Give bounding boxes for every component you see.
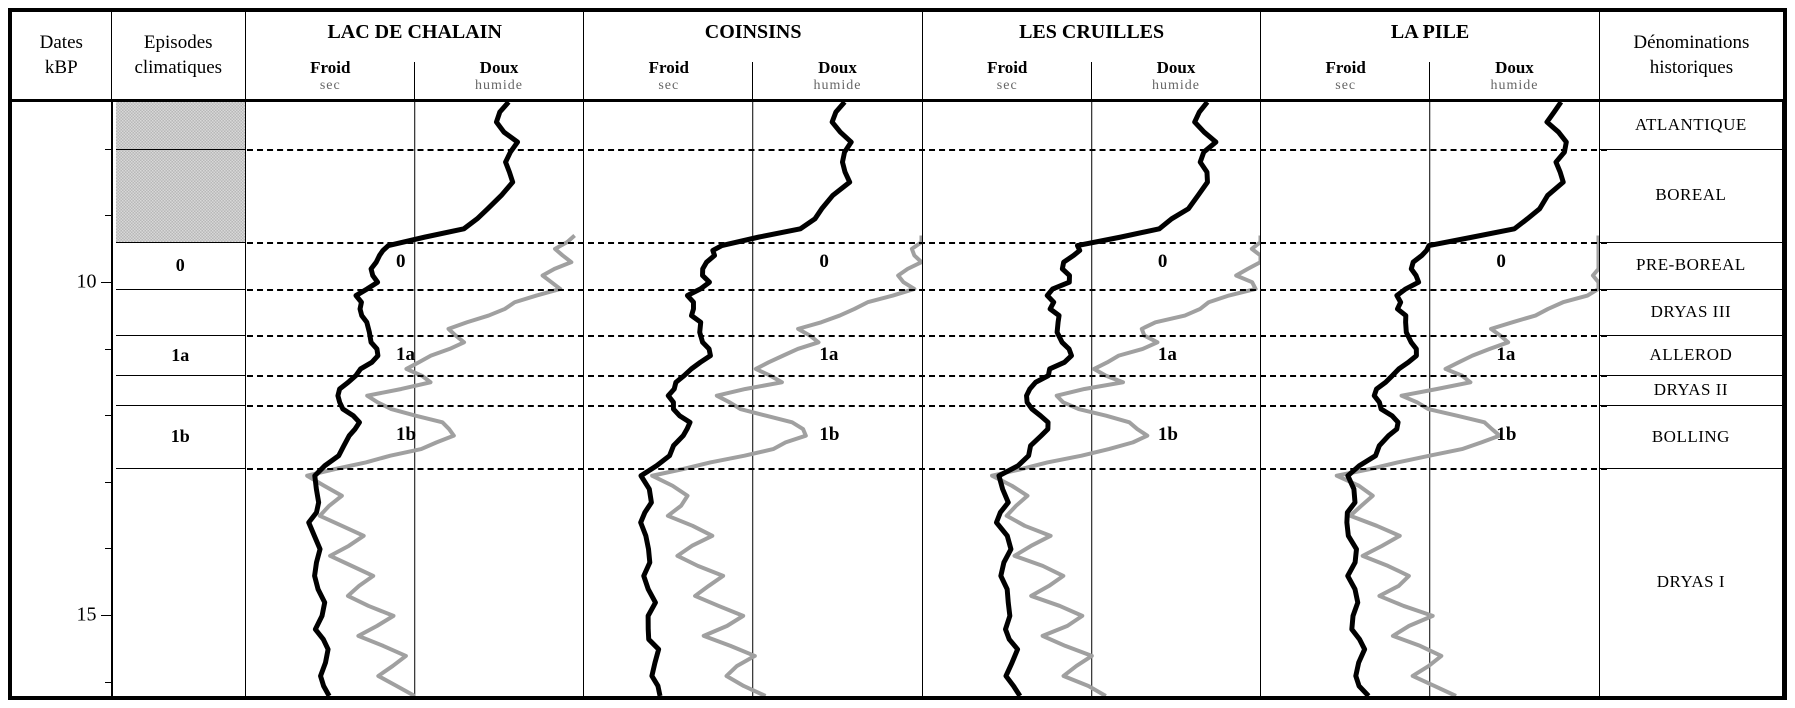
horizon-line (247, 468, 1607, 470)
curve-annotation: 1b (1158, 424, 1178, 446)
denom-label: DRYAS III (1600, 302, 1782, 322)
site-2-left-bold: Froid (987, 58, 1027, 78)
site-3-left-light: sec (1335, 78, 1356, 94)
curve-annotation: 1b (396, 424, 416, 446)
denom-label: BOREAL (1600, 185, 1782, 205)
site-0-right-bold: Doux (480, 58, 519, 78)
site-1-title: COINSINS (705, 12, 802, 52)
denom-label: DRYAS I (1600, 572, 1782, 592)
chart-panel-1: 0 1a 1b (584, 102, 922, 696)
header-episodes-label: Episodesclimatiques (134, 31, 222, 80)
horizon-line (247, 335, 1607, 337)
curve-annotation: 1a (819, 344, 838, 366)
dates-column: 10 15 (12, 102, 112, 696)
curve-annotation: 1b (1496, 424, 1516, 446)
horizon-line (247, 405, 1607, 407)
horizon-line (247, 242, 1607, 244)
header-site-1: COINSINS Froidsec Douxhumide (584, 12, 922, 99)
curve-annotation: 1b (819, 424, 839, 446)
header-site-3: LA PILE Froidsec Douxhumide (1261, 12, 1599, 99)
header-episodes: Episodesclimatiques (112, 12, 246, 99)
site-0-title: LAC DE CHALAIN (327, 12, 501, 52)
horizon-line (247, 149, 1607, 151)
figure-frame: DateskBP Episodesclimatiques LAC DE CHAL… (8, 8, 1787, 700)
header-denom-label: Dénominationshistoriques (1633, 31, 1749, 80)
curve-annotation: 1a (1158, 344, 1177, 366)
curve-annotation: 0 (396, 251, 406, 273)
chart-panel-3: 0 1a 1b (1261, 102, 1599, 696)
header-site-0: LAC DE CHALAIN Froidsec Douxhumide (246, 12, 584, 99)
ytick-label: 15 (77, 604, 97, 627)
header-site-2: LES CRUILLES Froidsec Douxhumide (923, 12, 1261, 99)
site-0-left-bold: Froid (310, 58, 350, 78)
episode-band: 1a (116, 335, 245, 375)
site-0-left-light: sec (320, 78, 341, 94)
curve-annotation: 0 (819, 251, 829, 273)
site-1-right-light: humide (814, 78, 862, 94)
site-2-title: LES CRUILLES (1019, 12, 1164, 52)
site-3-right-light: humide (1490, 78, 1538, 94)
header-dates-label: DateskBP (40, 31, 83, 80)
ytick-label: 10 (77, 270, 97, 293)
denom-label: PRE-BOREAL (1600, 255, 1782, 275)
site-1-left-bold: Froid (649, 58, 689, 78)
denom-label: ATLANTIQUE (1600, 115, 1782, 135)
denom-label: ALLEROD (1600, 345, 1782, 365)
site-3-right-bold: Doux (1495, 58, 1534, 78)
curve-annotation: 1a (396, 344, 415, 366)
header-row: DateskBP Episodesclimatiques LAC DE CHAL… (12, 12, 1783, 102)
curve-annotation: 1a (1496, 344, 1515, 366)
episodes-column: 0 1a 1b (112, 102, 246, 696)
site-1-right-bold: Doux (818, 58, 857, 78)
site-2-right-bold: Doux (1157, 58, 1196, 78)
header-denom: Dénominationshistoriques (1600, 12, 1783, 99)
denom-label: DRYAS II (1600, 380, 1782, 400)
horizon-line (247, 289, 1607, 291)
site-3-title: LA PILE (1391, 12, 1469, 52)
episode-band: 0 (116, 242, 245, 289)
site-2-left-light: sec (997, 78, 1018, 94)
episode-band: 1b (116, 405, 245, 468)
denom-column: ATLANTIQUE BOREAL PRE-BOREAL DRYAS III ALLER… (1600, 102, 1783, 696)
curve-annotation: 0 (1496, 251, 1506, 273)
site-3-left-bold: Froid (1326, 58, 1366, 78)
chart-panel-2: 0 1a 1b (923, 102, 1261, 696)
horizon-line (247, 375, 1607, 377)
chart-panel-0: 0 1a 1b (246, 102, 584, 696)
curve-annotation: 0 (1158, 251, 1168, 273)
site-1-left-light: sec (658, 78, 679, 94)
body-row: 10 15 0 1a 1b 0 1a 1b 0 1a 1b 0 1a 1b 0 1a 1b ATLAN… (12, 102, 1783, 696)
site-2-right-light: humide (1152, 78, 1200, 94)
denom-label: BOLLING (1600, 427, 1782, 447)
header-dates: DateskBP (12, 12, 112, 99)
site-0-right-light: humide (475, 78, 523, 94)
